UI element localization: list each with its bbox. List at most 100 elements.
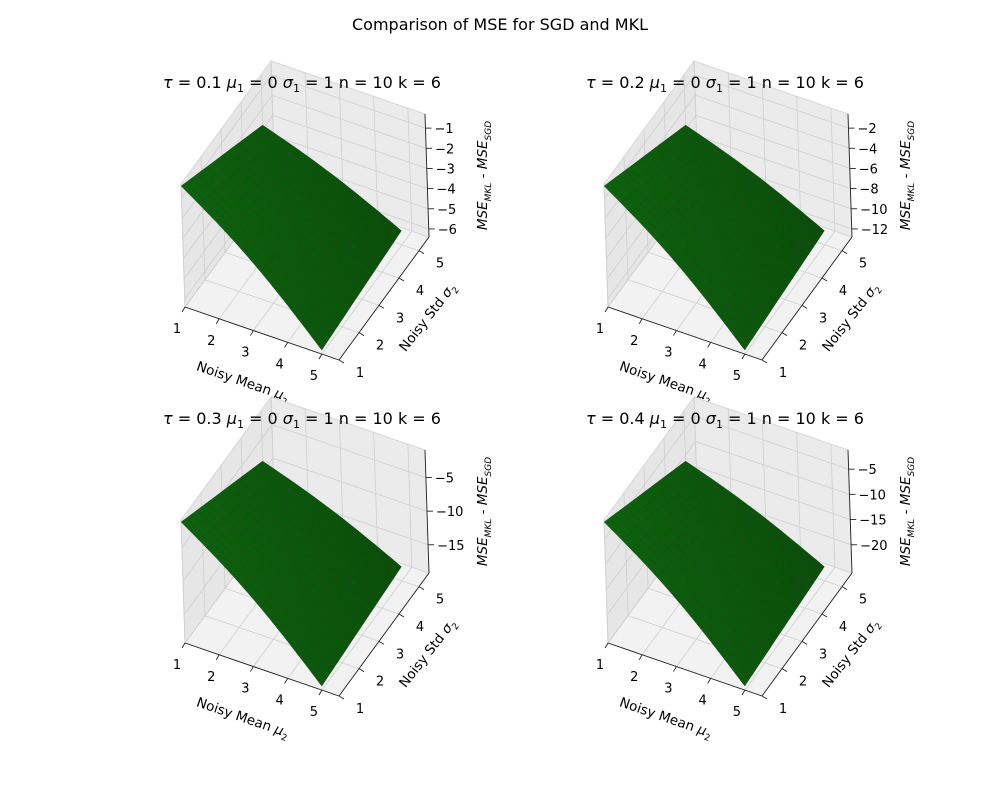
x-tick-label: 3 bbox=[664, 346, 672, 361]
y-axis-label: Noisy Std σ2 bbox=[396, 280, 462, 357]
y-tick-mark bbox=[761, 359, 768, 364]
x-tick-label: 3 bbox=[241, 682, 249, 697]
x-tick-label: 2 bbox=[207, 670, 215, 685]
z-tick-label: −10 bbox=[860, 203, 887, 218]
figure-title: Comparison of MSE for SGD and MKL bbox=[352, 15, 648, 34]
z-tick-label: −2 bbox=[857, 122, 876, 137]
y-axis-label: Noisy Std σ2 bbox=[396, 616, 462, 693]
surface bbox=[603, 124, 825, 351]
y-tick-mark bbox=[398, 277, 405, 282]
x-axis-line bbox=[607, 642, 763, 697]
y-tick-mark bbox=[821, 613, 828, 618]
y-axis-line bbox=[761, 572, 853, 697]
z-tick-label: −4 bbox=[436, 183, 455, 198]
z-axis-label: MSEMKL - MSESGD bbox=[898, 457, 917, 566]
y-axis-label: Noisy Std σ2 bbox=[819, 616, 885, 693]
x-tick-mark bbox=[318, 353, 323, 360]
z-axis-line bbox=[847, 449, 853, 574]
y-tick-label: 5 bbox=[436, 257, 444, 272]
z-tick-label: −5 bbox=[858, 463, 877, 478]
gridline-z bbox=[181, 74, 426, 199]
z-tick-label: −15 bbox=[437, 539, 464, 554]
x-tick-label: 4 bbox=[699, 693, 707, 708]
surface bbox=[603, 460, 825, 687]
z-tick-label: −3 bbox=[436, 162, 455, 177]
x-tick-label: 3 bbox=[664, 682, 672, 697]
subplot-title: τ = 0.3 μ1 = 0 σ1 = 1 n = 10 k = 6 bbox=[163, 409, 441, 431]
y-tick-mark bbox=[358, 668, 365, 673]
y-tick-label: 1 bbox=[779, 366, 787, 381]
gridline-z bbox=[604, 74, 849, 199]
y-tick-label: 5 bbox=[859, 593, 867, 608]
z-tick-label: −5 bbox=[435, 472, 454, 487]
z-axis-label: MSEMKL - MSESGD bbox=[475, 457, 494, 566]
y-tick-label: 4 bbox=[839, 620, 847, 635]
x-tick-mark bbox=[707, 342, 712, 348]
z-tick-label: −10 bbox=[436, 505, 463, 520]
x-tick-mark bbox=[741, 353, 746, 360]
y-tick-mark bbox=[761, 695, 768, 700]
y-tick-mark bbox=[781, 332, 788, 337]
y-tick-label: 3 bbox=[396, 647, 404, 662]
x-tick-label: 4 bbox=[276, 357, 284, 372]
z-axis-line bbox=[847, 113, 853, 238]
y-tick-mark bbox=[841, 250, 848, 255]
subplot-title: τ = 0.2 μ1 = 0 σ1 = 1 n = 10 k = 6 bbox=[586, 73, 864, 95]
x-tick-mark bbox=[673, 666, 677, 672]
x-tick-mark bbox=[318, 689, 323, 696]
x-tick-label: 4 bbox=[699, 357, 707, 372]
x-tick-mark bbox=[604, 306, 609, 313]
y-tick-label: 3 bbox=[396, 311, 404, 326]
y-tick-label: 2 bbox=[376, 675, 384, 690]
y-tick-mark bbox=[378, 640, 385, 645]
surface bbox=[180, 124, 402, 351]
y-tick-mark bbox=[418, 250, 425, 255]
x-tick-mark bbox=[181, 642, 186, 649]
y-tick-label: 2 bbox=[799, 339, 807, 354]
x-tick-label: 1 bbox=[173, 658, 181, 673]
x-axis-line bbox=[184, 306, 340, 361]
y-tick-mark bbox=[378, 304, 385, 309]
x-axis-line bbox=[607, 306, 763, 361]
x-tick-label: 3 bbox=[241, 346, 249, 361]
y-tick-label: 4 bbox=[839, 284, 847, 299]
y-tick-label: 2 bbox=[799, 675, 807, 690]
x-tick-label: 5 bbox=[310, 369, 318, 384]
x-tick-label: 4 bbox=[276, 693, 284, 708]
y-tick-mark bbox=[398, 613, 405, 618]
z-tick-label: −6 bbox=[859, 162, 878, 177]
y-tick-label: 5 bbox=[436, 593, 444, 608]
z-tick-label: −20 bbox=[860, 539, 887, 554]
x-tick-label: 1 bbox=[173, 322, 181, 337]
gridline-x bbox=[744, 108, 836, 355]
x-tick-mark bbox=[604, 642, 609, 649]
y-tick-mark bbox=[801, 304, 808, 309]
subplot-title: τ = 0.4 μ1 = 0 σ1 = 1 n = 10 k = 6 bbox=[586, 409, 864, 431]
x-tick-label: 5 bbox=[733, 705, 741, 720]
x-tick-label: 5 bbox=[733, 369, 741, 384]
surface-patch bbox=[735, 666, 750, 687]
x-tick-mark bbox=[250, 330, 254, 336]
y-axis-line bbox=[338, 572, 430, 697]
surface-patch bbox=[312, 666, 327, 687]
y-axis-line bbox=[761, 236, 853, 361]
x-tick-mark bbox=[215, 654, 220, 661]
z-tick-label: −12 bbox=[861, 223, 888, 238]
y-tick-label: 3 bbox=[819, 311, 827, 326]
surface bbox=[180, 460, 402, 687]
y-tick-mark bbox=[821, 277, 828, 282]
y-tick-mark bbox=[781, 668, 788, 673]
y-tick-label: 4 bbox=[416, 284, 424, 299]
surface-patch bbox=[312, 330, 327, 351]
x-axis-line bbox=[184, 642, 340, 697]
surface-patch bbox=[735, 330, 750, 351]
z-tick-label: −8 bbox=[859, 183, 878, 198]
y-axis-label: Noisy Std σ2 bbox=[819, 280, 885, 357]
z-tick-label: −10 bbox=[858, 488, 885, 503]
y-tick-mark bbox=[801, 640, 808, 645]
